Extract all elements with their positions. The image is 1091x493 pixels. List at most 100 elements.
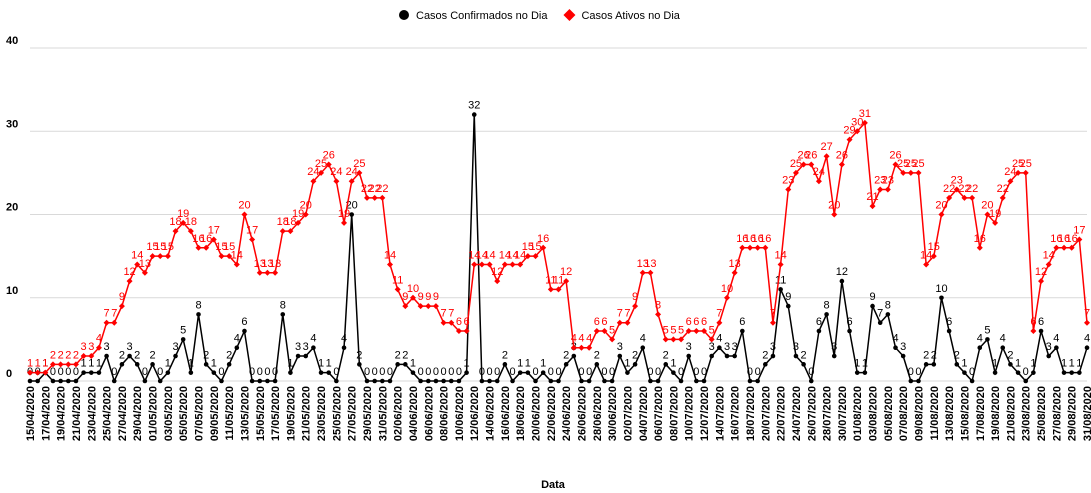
x-tick-label: 23/05/2020 [316,386,328,441]
data-label: 0 [555,366,561,378]
data-label: 6 [241,316,247,328]
point [164,253,171,260]
data-label: 0 [448,366,454,378]
x-tick-label: 12/07/2020 [699,386,711,441]
data-label: 0 [333,366,339,378]
data-label: 13 [637,258,649,270]
point [747,378,753,384]
point [655,311,662,318]
point [157,253,164,260]
point [792,169,799,176]
data-label: 1 [961,358,967,370]
point [977,345,983,351]
data-label: 0 [425,366,431,378]
point [1031,370,1036,375]
point [219,378,224,384]
point [1069,370,1074,375]
point [548,378,554,384]
data-label: 22 [369,183,381,195]
data-label: 15 [154,241,166,253]
data-label: 1 [854,358,860,370]
point [778,287,783,292]
data-label: 2 [119,349,125,361]
data-label: 16 [736,233,748,245]
point [678,336,685,343]
point [226,362,232,367]
point [939,295,944,301]
x-tick-label: 05/08/2020 [883,386,895,441]
data-label: 25 [353,158,365,170]
data-label: 1 [1030,358,1036,370]
point [892,161,899,168]
data-label: 5 [709,324,715,336]
x-tick-label: 18/06/2020 [515,386,527,441]
data-label: 20 [935,200,947,212]
data-label: 22 [997,183,1009,195]
point [547,286,554,293]
data-label: 15 [529,241,541,253]
data-label: 16 [1058,233,1070,245]
point [625,370,630,375]
point [639,269,646,276]
point [831,211,838,218]
point [196,312,201,317]
data-label: 15 [215,241,227,253]
point [525,370,531,375]
point [884,186,891,193]
point [693,328,700,335]
point [632,362,638,367]
data-label: 13 [254,258,266,270]
data-label: 7 [441,308,447,320]
point [617,353,623,359]
data-label: 6 [946,316,952,328]
data-label: 23 [782,175,794,187]
data-label: 16 [537,233,549,245]
data-label: 15 [928,241,940,253]
point [195,244,202,251]
data-label: 0 [808,366,814,378]
point [946,328,952,334]
x-tick-label: 03/05/2020 [163,386,175,441]
point [463,328,470,335]
x-tick-label: 14/07/2020 [714,386,726,441]
data-label: 6 [594,316,600,328]
x-tick-label: 27/04/2020 [117,386,129,441]
point [877,186,884,193]
data-label: 1 [81,358,87,370]
data-label: 6 [601,316,607,328]
data-label: 0 [157,366,163,378]
data-label: 16 [1050,233,1062,245]
x-tick-label: 23/08/2020 [1021,386,1033,441]
point [95,344,102,351]
point [111,319,118,326]
point [486,261,493,268]
data-label: 25 [1020,158,1032,170]
x-tick-label: 07/08/2020 [898,386,910,441]
x-tick-label: 23/04/2020 [86,386,98,441]
point [380,378,385,384]
point [334,378,339,384]
data-label: 2 [632,349,638,361]
point [103,319,110,326]
data-label: 20 [828,200,840,212]
point [27,378,33,384]
data-label: 0 [1023,366,1029,378]
data-label: 16 [744,233,756,245]
x-tick-label: 30/07/2020 [837,386,849,441]
point [1076,236,1083,243]
data-label: 3 [1046,341,1052,353]
data-label: 6 [686,316,692,328]
point [984,211,991,218]
data-label: 17 [1073,224,1085,236]
point [372,378,377,384]
point [670,336,677,343]
data-label: 14 [1043,249,1055,261]
legend-label: Casos Ativos no Dia [581,10,680,22]
data-label: 14 [476,249,488,261]
point [586,344,593,351]
data-label: 14 [506,249,518,261]
data-label: 14 [231,249,243,261]
data-label: 17 [208,224,220,236]
point [662,336,669,343]
point [801,362,806,367]
